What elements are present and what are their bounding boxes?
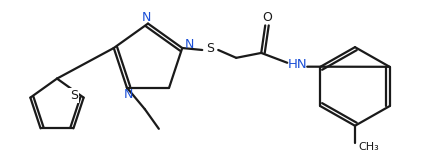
Text: N: N xyxy=(141,11,151,24)
Text: N: N xyxy=(184,38,194,51)
Text: S: S xyxy=(206,43,214,56)
Text: CH₃: CH₃ xyxy=(359,142,379,152)
Text: O: O xyxy=(262,11,272,24)
Text: N: N xyxy=(124,88,134,101)
Text: HN: HN xyxy=(288,58,307,71)
Text: S: S xyxy=(70,89,77,102)
